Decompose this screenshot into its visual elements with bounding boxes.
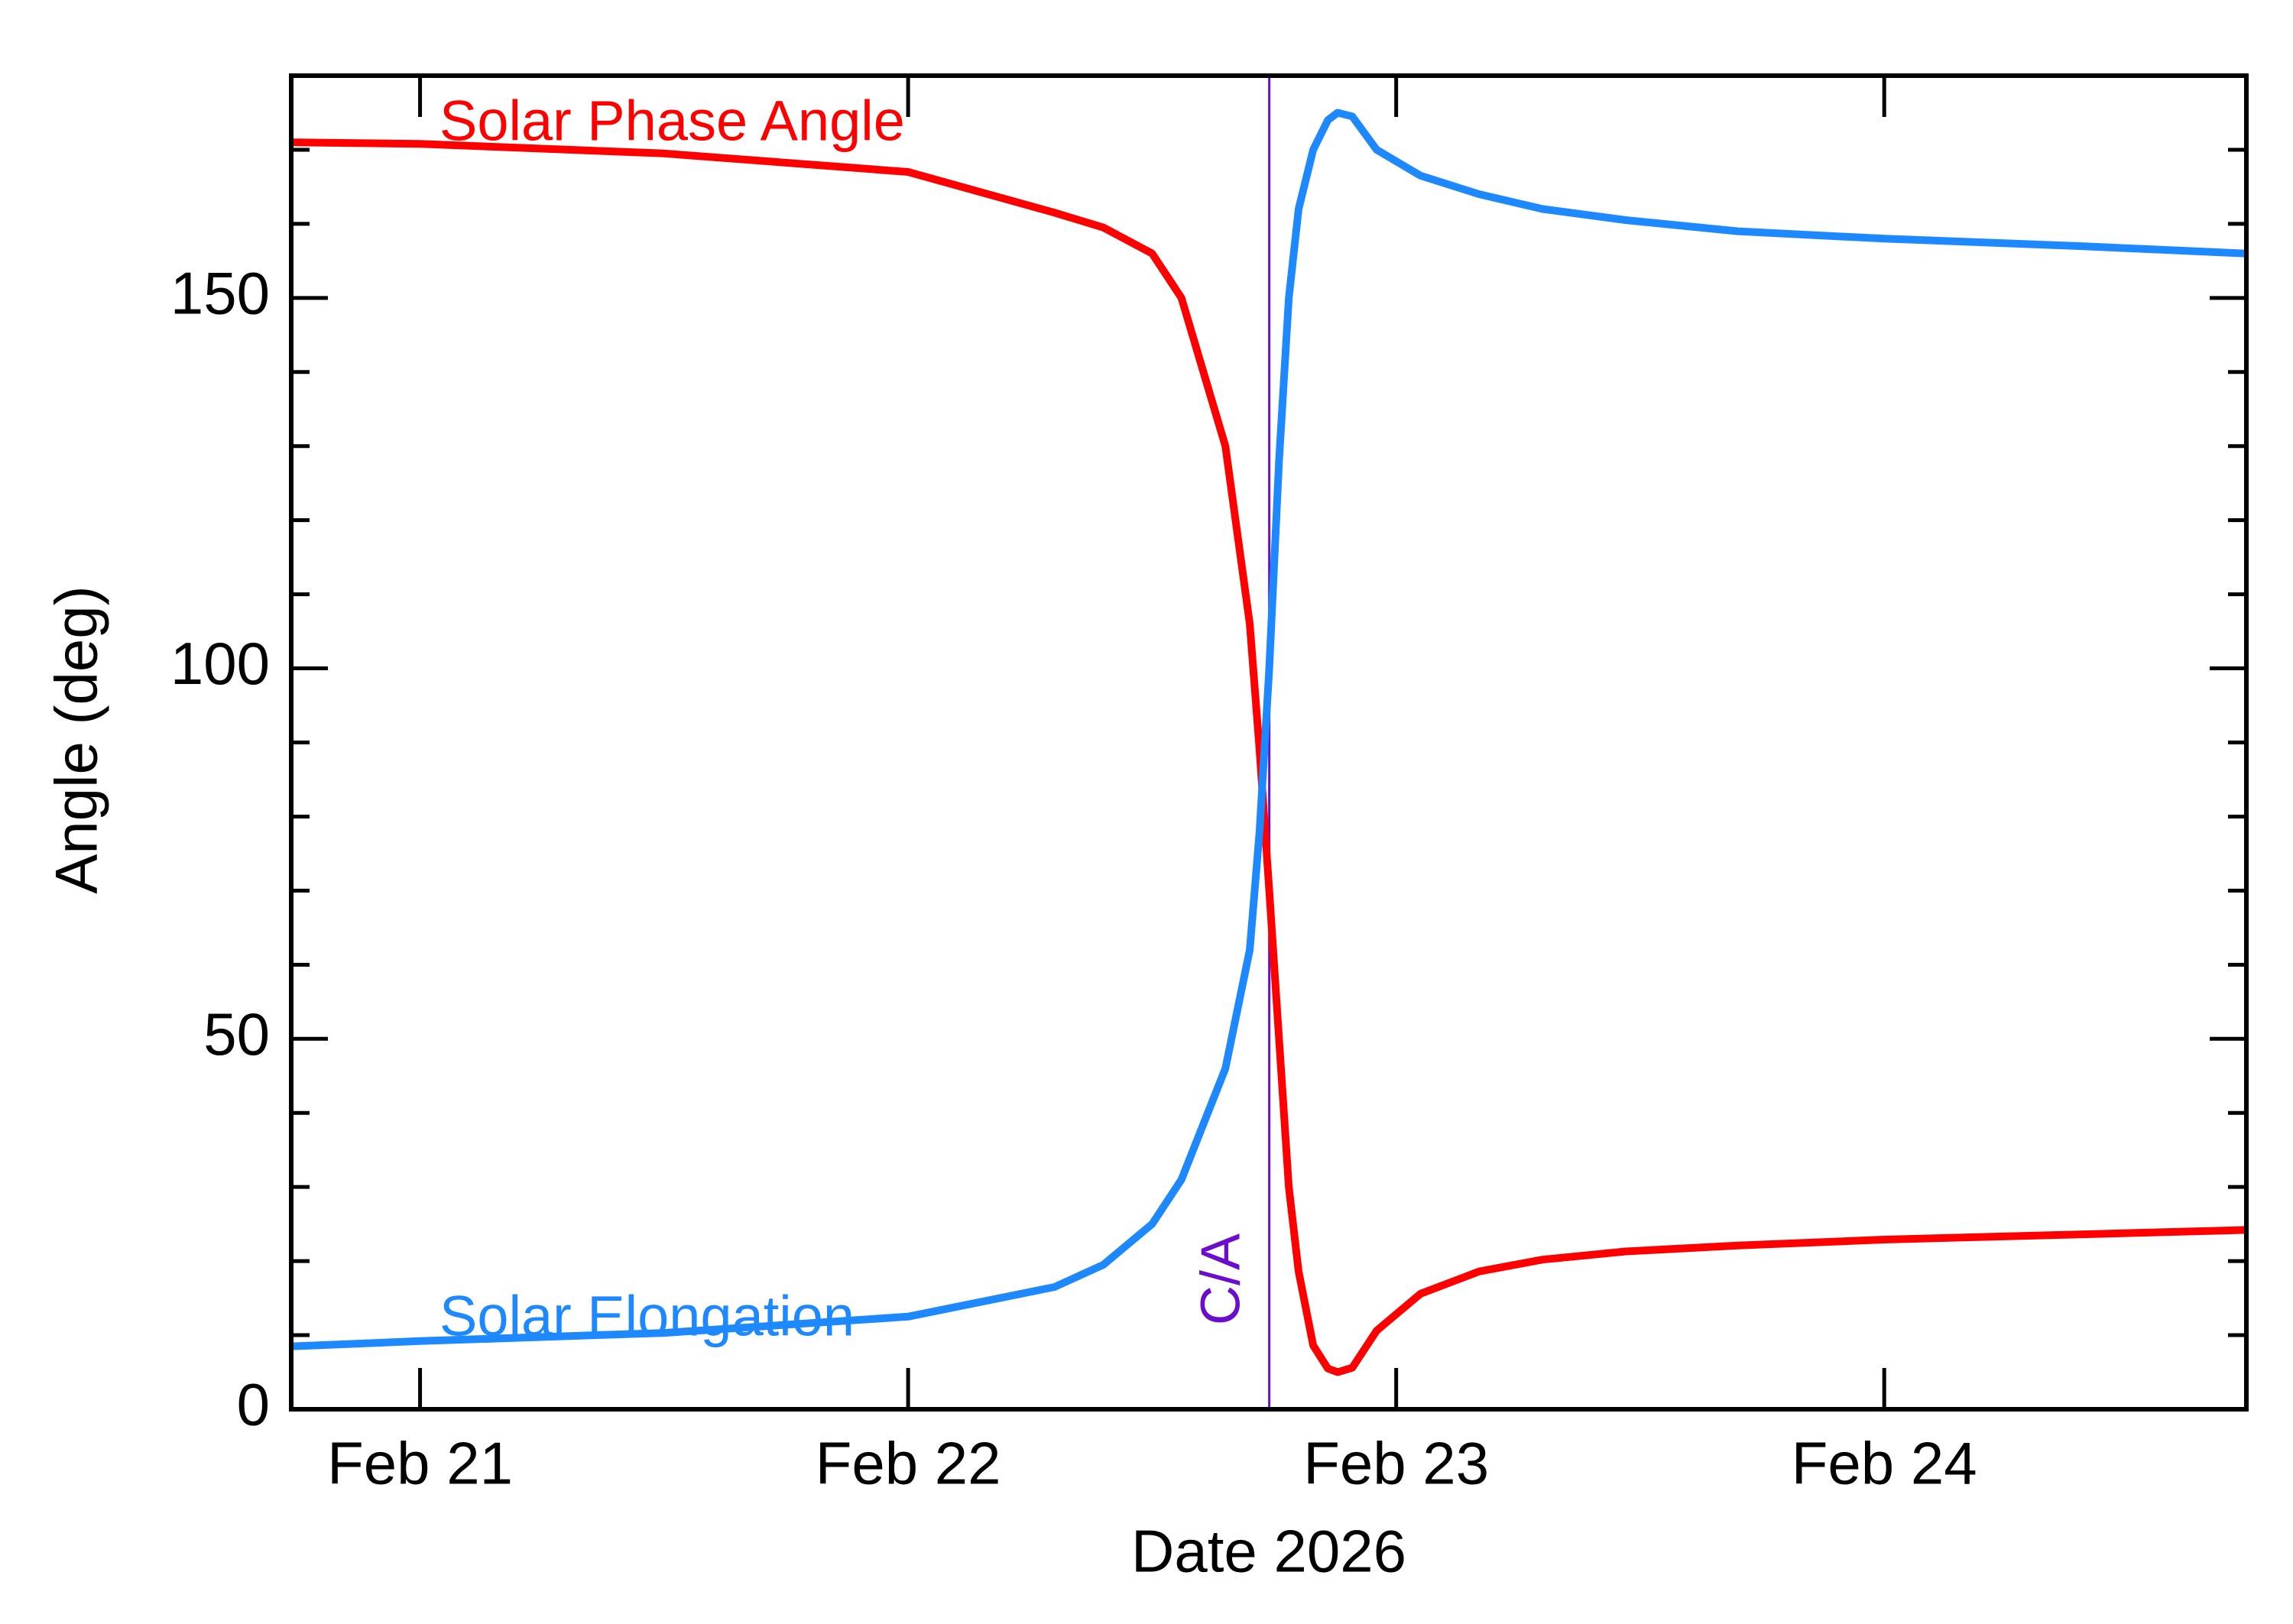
x-tick-label: Feb 23 bbox=[1303, 1430, 1489, 1497]
y-tick-label: 0 bbox=[237, 1371, 270, 1438]
x-tick-label: Feb 24 bbox=[1792, 1430, 1977, 1497]
x-axis-title: Date 2026 bbox=[1131, 1518, 1406, 1585]
annotation: C/A bbox=[1191, 1233, 1252, 1325]
y-axis-title: Angle (deg) bbox=[43, 585, 110, 893]
x-tick-label: Feb 21 bbox=[327, 1430, 513, 1497]
legend-label: Solar Elongation bbox=[439, 1285, 855, 1348]
plot-frame bbox=[289, 73, 2249, 1412]
y-tick-label: 50 bbox=[203, 1000, 270, 1068]
y-tick-label: 150 bbox=[170, 259, 270, 326]
series-line bbox=[293, 109, 2246, 1350]
x-tick-label: Feb 22 bbox=[816, 1430, 1001, 1497]
series-line bbox=[293, 138, 2246, 1376]
legend-label: Solar Phase Angle bbox=[439, 89, 905, 153]
y-tick-label: 100 bbox=[170, 630, 270, 697]
